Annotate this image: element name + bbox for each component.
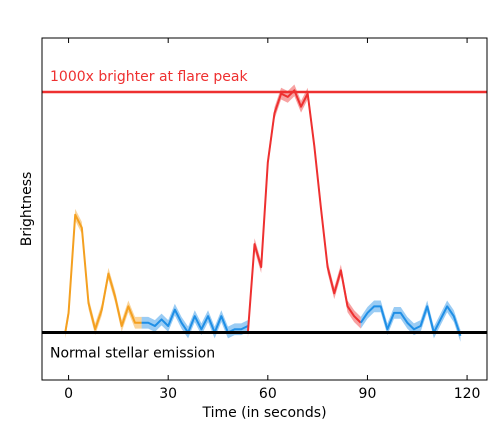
series-lines: [64, 89, 462, 337]
series-2-line: [246, 89, 362, 333]
reference-lines: [42, 90, 487, 335]
x-tick-label: 30: [159, 386, 177, 402]
x-tick-label: 60: [259, 386, 277, 402]
plot-frame: [41, 37, 488, 381]
series-1-band: [141, 303, 248, 339]
flare-peak-label: 1000x brighter at flare peak: [50, 69, 248, 85]
series-0-band: [65, 208, 142, 339]
series-3-line: [359, 305, 462, 337]
y-axis-label: Brightness: [19, 172, 35, 247]
x-tick-label: 90: [359, 386, 377, 402]
x-axis-label: Time (in seconds): [201, 405, 326, 421]
uncertainty-bands: [65, 84, 461, 342]
series-0-line: [64, 213, 142, 333]
x-axis-ticks: 0 30 60 90 120: [64, 38, 480, 402]
x-tick-label: 120: [454, 386, 481, 402]
series-2-band: [247, 84, 361, 339]
normal-emission-label: Normal stellar emission: [50, 346, 215, 362]
x-tick-label: 0: [64, 386, 73, 402]
